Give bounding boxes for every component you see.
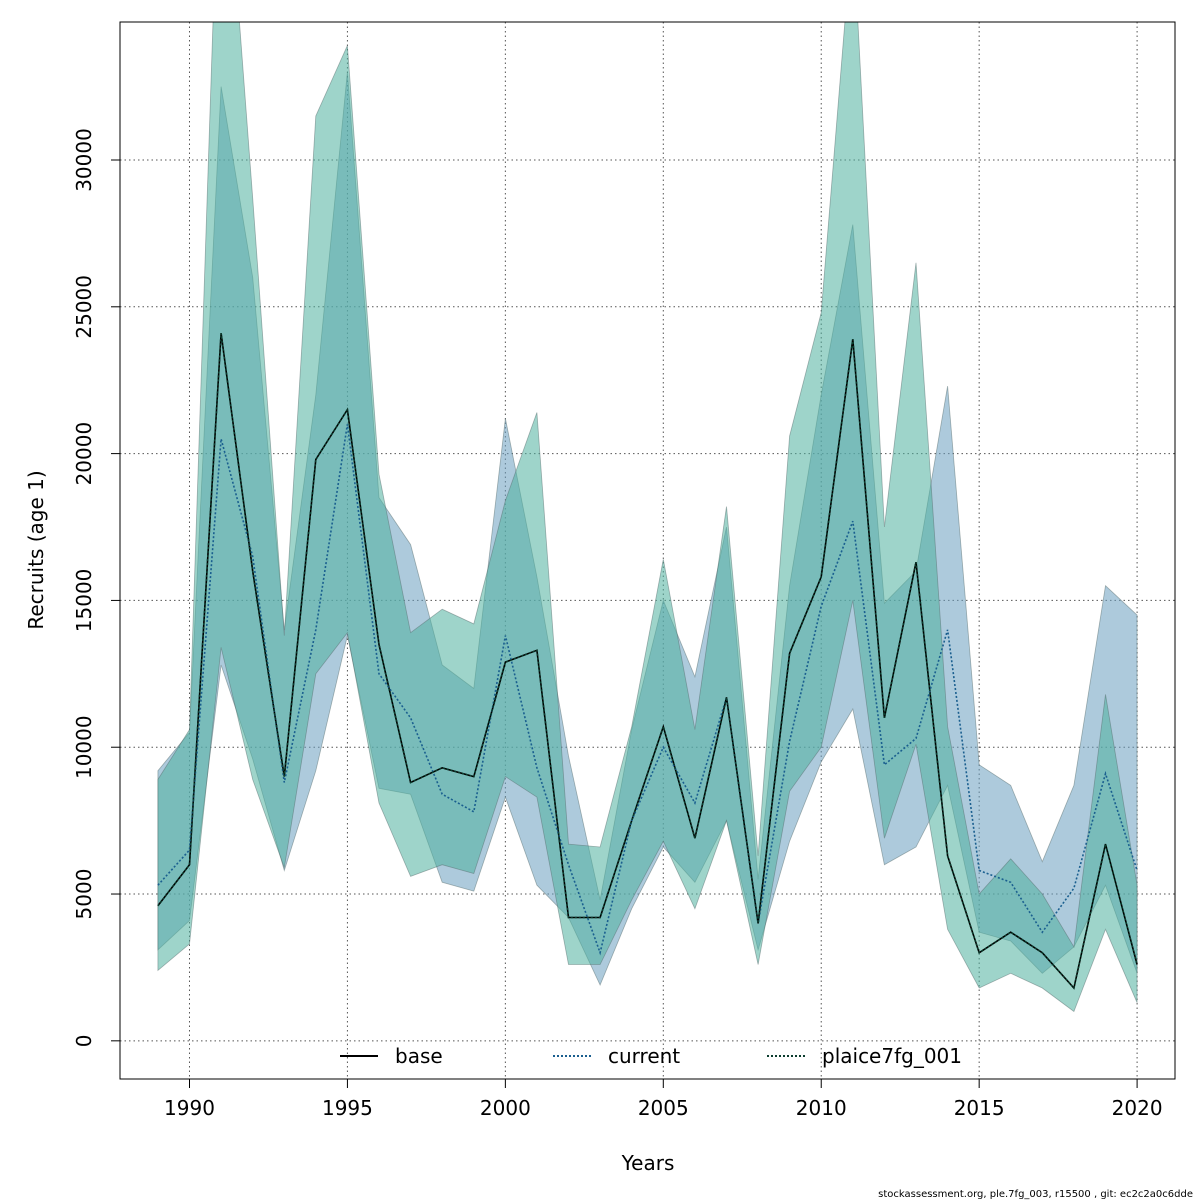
y-axis: 0 5000 10000 15000 20000 25000 30000	[72, 128, 120, 1047]
series-lines	[157, 333, 1138, 990]
y-tick-label: 15000	[72, 569, 96, 633]
y-tick-label: 25000	[72, 275, 96, 339]
y-axis-title: Recruits (age 1)	[24, 470, 48, 629]
legend-label-base: base	[395, 1044, 443, 1068]
x-tick-label: 2010	[796, 1096, 847, 1120]
band-plaice7fg_001	[157, 22, 1138, 1013]
y-tick-label: 30000	[72, 128, 96, 192]
x-tick-label: 2020	[1112, 1096, 1163, 1120]
x-axis: 1990 1995 2000 2005 2010 2015 2020	[164, 1079, 1163, 1120]
line-current	[157, 424, 1138, 956]
x-tick-label: 1990	[164, 1096, 215, 1120]
x-tick-label: 2000	[480, 1096, 531, 1120]
x-tick-label: 2005	[638, 1096, 689, 1120]
x-axis-title: Years	[621, 1151, 675, 1175]
legend: base current plaice7fg_001	[340, 1044, 962, 1068]
y-tick-label: 20000	[72, 422, 96, 486]
legend-label-plaice7fg_001: plaice7fg_001	[822, 1044, 962, 1068]
y-tick-label: 0	[72, 1034, 96, 1047]
legend-label-current: current	[608, 1044, 680, 1068]
confidence-bands	[157, 22, 1138, 1013]
x-tick-label: 2015	[954, 1096, 1005, 1120]
footnote: stockassessment.org, ple.7fg_003, r15500…	[878, 1189, 1193, 1200]
plot-frame	[119, 21, 1176, 1080]
x-tick-label: 1995	[322, 1096, 373, 1120]
line-plaice7fg_001	[157, 333, 1138, 990]
y-tick-label: 5000	[72, 869, 96, 920]
y-tick-label: 10000	[72, 715, 96, 779]
